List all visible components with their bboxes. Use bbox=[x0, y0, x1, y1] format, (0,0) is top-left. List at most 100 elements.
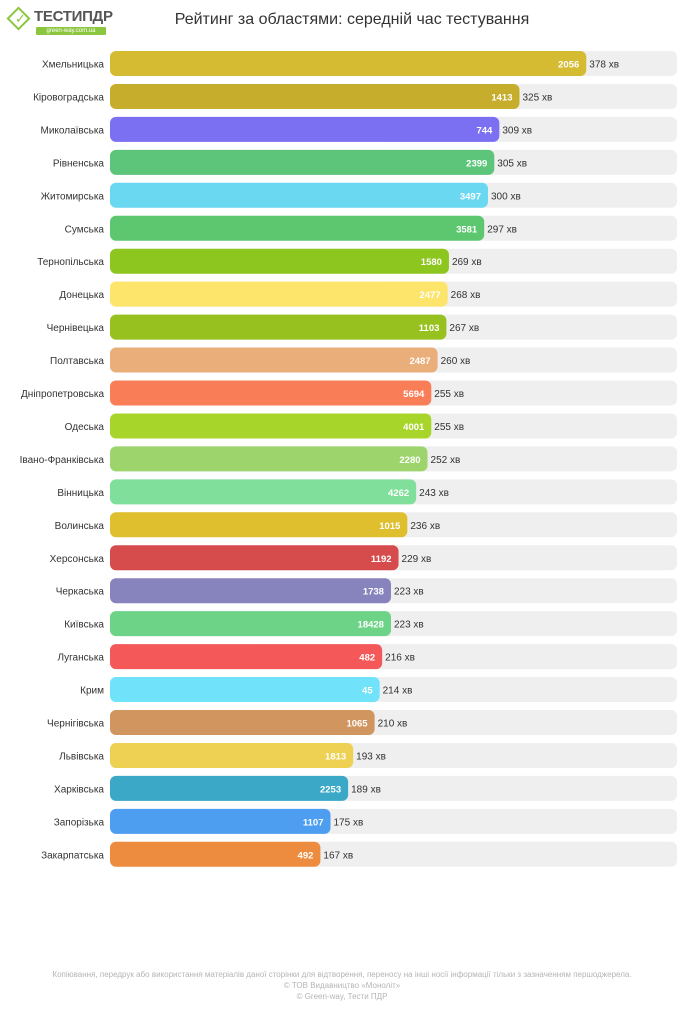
category-label: Крим bbox=[80, 686, 104, 697]
bar-count-label: 492 bbox=[298, 850, 314, 861]
category-label: Запорізька bbox=[54, 817, 105, 828]
category-label: Львівська bbox=[59, 751, 104, 762]
bar-value-label: 300 хв bbox=[491, 191, 521, 202]
category-label: Рівненська bbox=[53, 158, 105, 169]
bar bbox=[110, 446, 428, 472]
bar-count-label: 2056 bbox=[558, 60, 579, 71]
bar-count-label: 1413 bbox=[491, 92, 512, 103]
bar-count-label: 1107 bbox=[303, 817, 324, 828]
bar bbox=[110, 215, 485, 241]
category-label: Київська bbox=[64, 620, 104, 631]
bar-value-label: 236 хв bbox=[410, 521, 440, 532]
footer-publisher: © ТОВ Видавництво «Моноліт» bbox=[283, 981, 401, 990]
category-label: Хмельницька bbox=[42, 60, 104, 71]
check-icon: ✓ bbox=[15, 12, 26, 27]
bar-count-label: 2477 bbox=[420, 290, 441, 301]
bar bbox=[110, 710, 375, 735]
category-label: Чернігівська bbox=[47, 719, 104, 730]
bar-count-label: 18428 bbox=[358, 620, 384, 631]
bar-value-label: 243 хв bbox=[419, 488, 449, 499]
category-label: Вінницька bbox=[57, 488, 104, 499]
bar-count-label: 1015 bbox=[379, 521, 401, 532]
bar-value-label: 252 хв bbox=[431, 455, 461, 466]
bar bbox=[110, 248, 449, 274]
bar-count-label: 1192 bbox=[371, 554, 392, 565]
chart-title: Рейтинг за областями: середній час тесту… bbox=[174, 11, 530, 28]
bar-value-label: 267 хв bbox=[449, 323, 479, 334]
category-label: Миколаївська bbox=[41, 125, 105, 136]
bar-value-label: 260 хв bbox=[441, 356, 471, 367]
bar-value-label: 214 хв bbox=[383, 686, 413, 697]
bar-value-label: 229 хв bbox=[402, 554, 432, 565]
bar-value-label: 268 хв bbox=[451, 290, 481, 301]
bar-value-label: 255 хв bbox=[434, 422, 464, 433]
bar bbox=[110, 775, 349, 801]
bar-count-label: 2280 bbox=[399, 455, 420, 466]
bar-value-label: 223 хв bbox=[394, 587, 424, 598]
logo: ✓ ТЕСТИПДР green-way.com.ua bbox=[6, 6, 113, 36]
bar-value-label: 193 хв bbox=[356, 751, 386, 762]
bar-count-label: 2253 bbox=[320, 784, 341, 795]
category-label: Одеська bbox=[65, 422, 105, 433]
category-label: Черкаська bbox=[56, 587, 105, 598]
bar-value-label: 216 хв bbox=[385, 653, 415, 664]
bar bbox=[110, 413, 432, 439]
footer-brand: © Green-way, Тести ПДР bbox=[296, 992, 388, 1001]
category-label: Кіровоградська bbox=[33, 92, 104, 103]
bar-count-label: 1738 bbox=[363, 587, 384, 598]
bar-count-label: 1103 bbox=[419, 323, 440, 334]
bar bbox=[110, 644, 383, 670]
category-label: Херсонська bbox=[50, 554, 105, 565]
bar bbox=[110, 51, 587, 76]
bar bbox=[110, 808, 331, 834]
bar bbox=[110, 116, 500, 142]
footer: Копіювання, передрук або використання ма… bbox=[0, 969, 684, 1002]
footer-copyright-notice: Копіювання, передрук або використання ма… bbox=[52, 970, 632, 979]
bar-value-label: 210 хв bbox=[378, 719, 408, 730]
bar bbox=[110, 281, 448, 307]
bar bbox=[110, 314, 447, 340]
bar-value-label: 325 хв bbox=[523, 92, 553, 103]
logo-subtitle: green-way.com.ua bbox=[36, 27, 106, 35]
bar-count-label: 4001 bbox=[403, 422, 425, 433]
bar-value-label: 378 хв bbox=[589, 60, 619, 71]
bar bbox=[110, 611, 391, 637]
bar bbox=[110, 347, 438, 373]
bar bbox=[110, 149, 495, 175]
bar bbox=[110, 578, 391, 604]
bar-value-label: 297 хв bbox=[487, 224, 517, 235]
bar-count-label: 1813 bbox=[325, 751, 346, 762]
bar-count-label: 2487 bbox=[409, 356, 430, 367]
bar-count-label: 1580 bbox=[421, 257, 442, 268]
bar-value-label: 309 хв bbox=[502, 125, 532, 136]
bar-count-label: 482 bbox=[359, 653, 375, 664]
bar bbox=[110, 380, 432, 406]
bar-value-label: 189 хв bbox=[351, 784, 381, 795]
category-label: Волинська bbox=[55, 521, 105, 532]
bar-value-label: 223 хв bbox=[394, 620, 424, 631]
bar-count-label: 2399 bbox=[466, 158, 487, 169]
bar-count-label: 45 bbox=[362, 686, 373, 697]
bar bbox=[110, 83, 520, 109]
category-label: Полтавська bbox=[50, 356, 104, 367]
logo-text: ТЕСТИПДР bbox=[34, 8, 113, 25]
category-label: Луганська bbox=[57, 653, 104, 664]
category-label: Житомирська bbox=[41, 191, 105, 202]
bar-value-label: 305 хв bbox=[497, 158, 527, 169]
bar-value-label: 167 хв bbox=[323, 850, 353, 861]
category-label: Тернопільська bbox=[37, 257, 104, 268]
category-label: Дніпропетровська bbox=[21, 389, 104, 400]
bar-count-label: 1065 bbox=[346, 719, 368, 730]
category-label: Донецька bbox=[59, 290, 104, 301]
bar-count-label: 4262 bbox=[388, 488, 409, 499]
bar bbox=[110, 182, 488, 208]
bar-count-label: 3581 bbox=[456, 224, 478, 235]
bar bbox=[110, 512, 408, 538]
bar bbox=[110, 545, 399, 571]
category-label: Закарпатська bbox=[41, 850, 104, 861]
bar bbox=[110, 677, 380, 703]
bar-value-label: 255 хв bbox=[434, 389, 464, 400]
bar bbox=[110, 479, 417, 505]
category-label: Харківська bbox=[54, 784, 104, 795]
bar bbox=[110, 841, 321, 867]
